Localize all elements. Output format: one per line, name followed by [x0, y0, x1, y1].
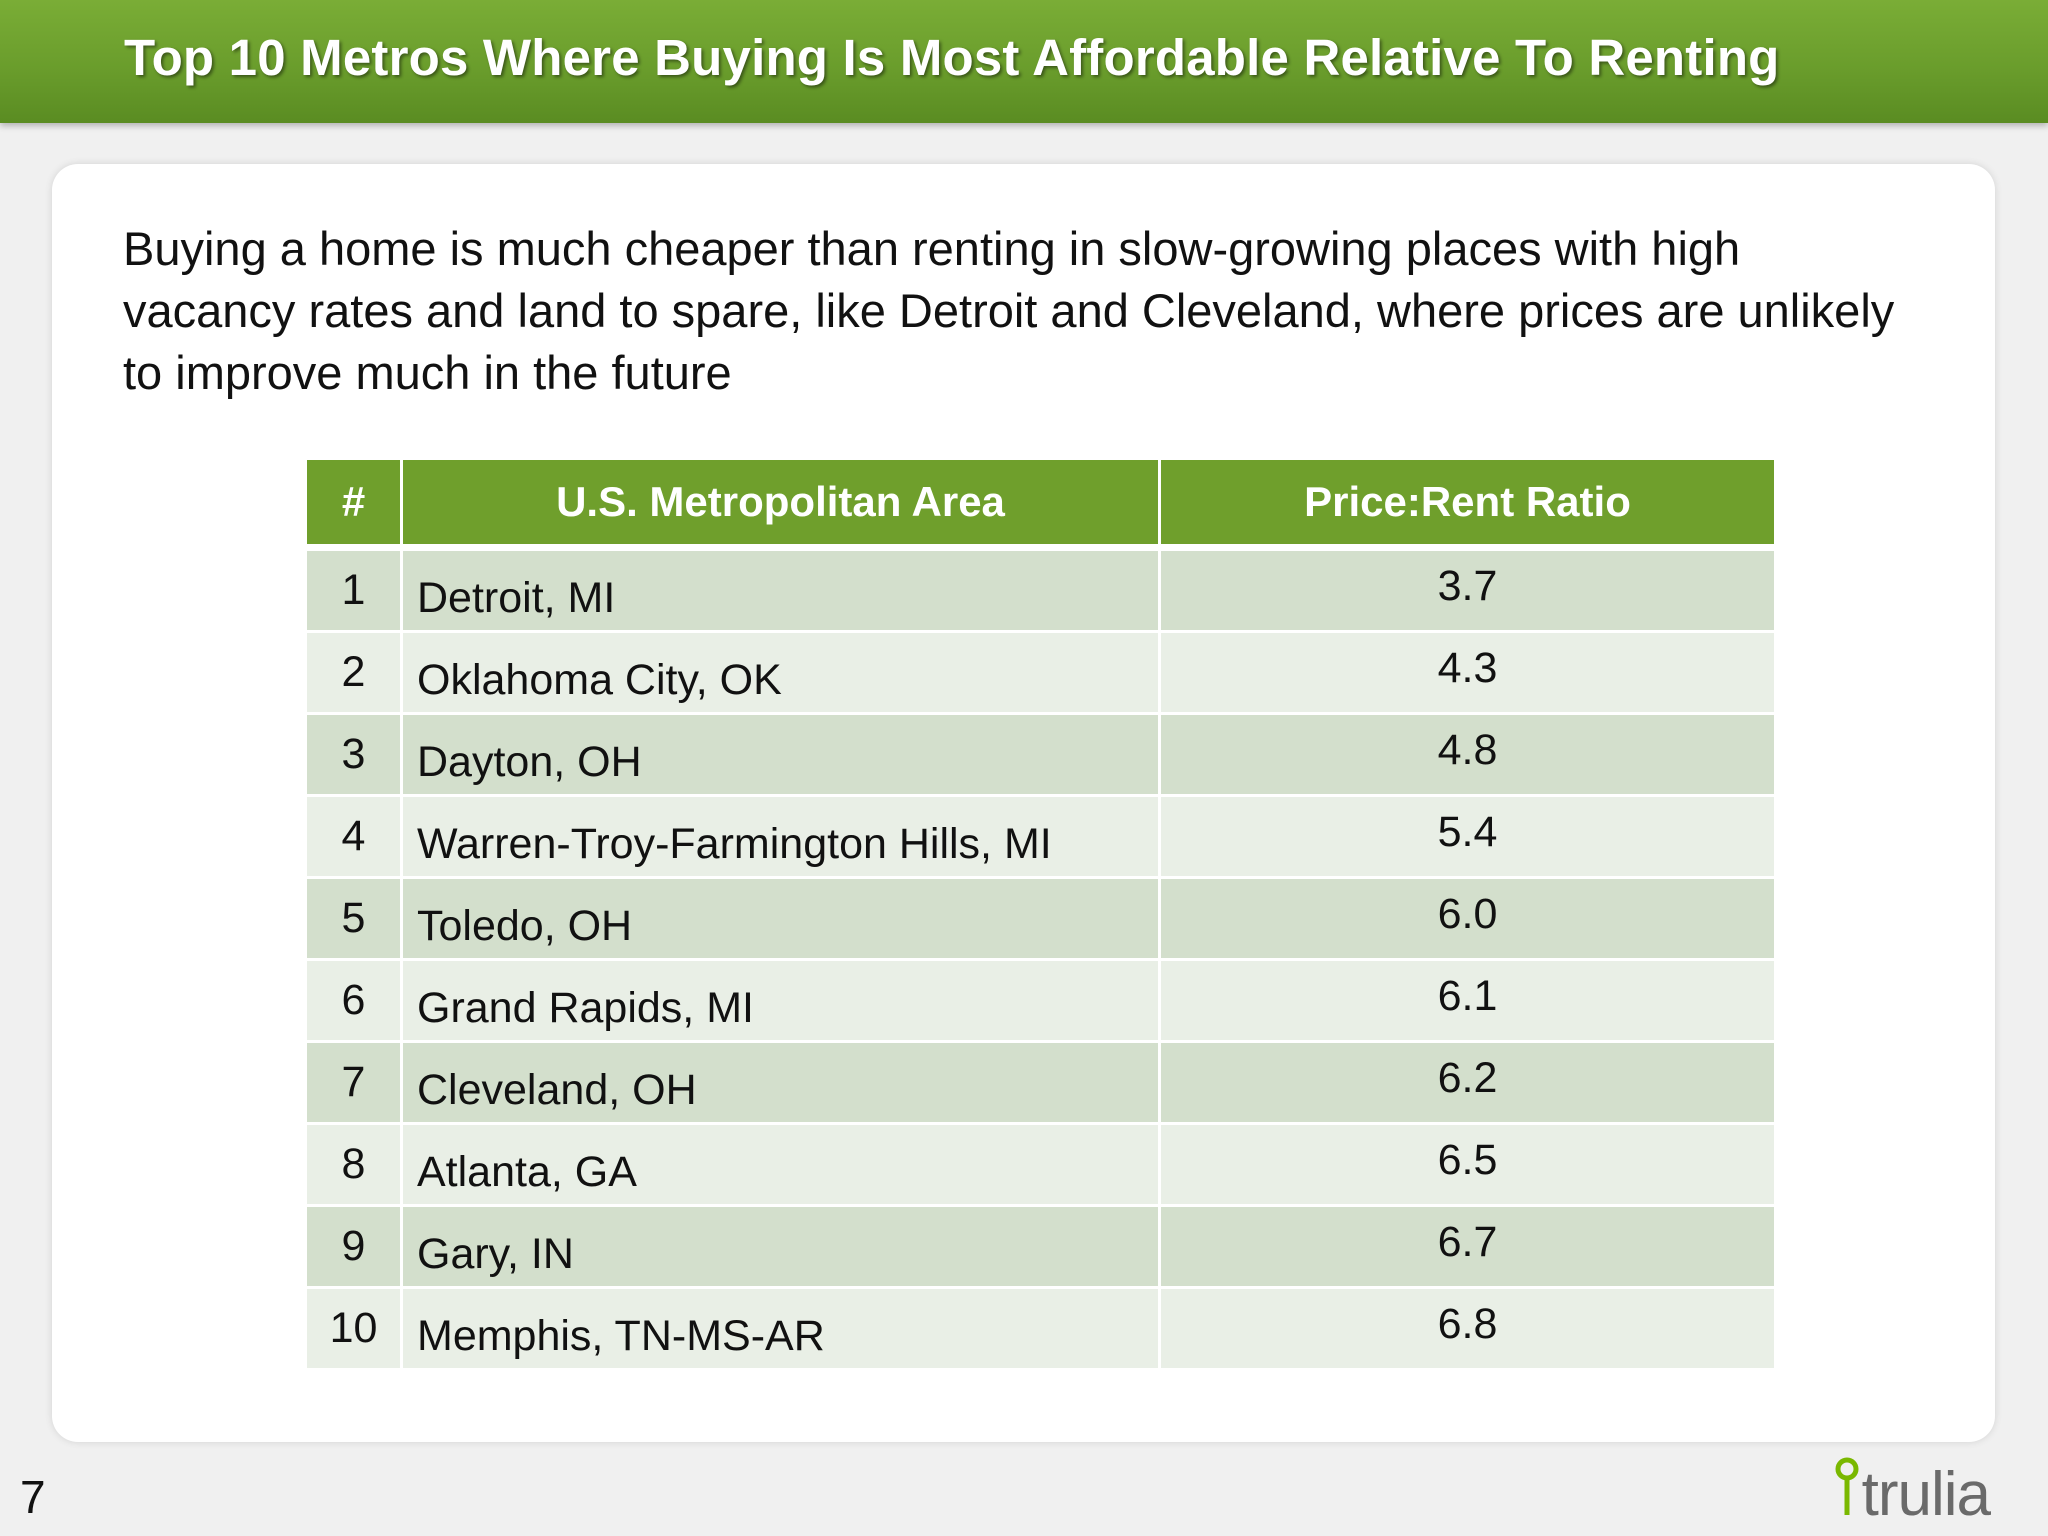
- table-row: 10 Memphis, TN-MS-AR 6.8: [307, 1289, 1774, 1368]
- row-metro: Warren-Troy-Farmington Hills, MI: [403, 797, 1158, 876]
- table-row: 5 Toledo, OH 6.0: [307, 879, 1774, 958]
- row-rank: 3: [307, 715, 400, 794]
- row-metro: Atlanta, GA: [403, 1125, 1158, 1204]
- row-rank: 9: [307, 1207, 400, 1286]
- row-ratio: 6.5: [1161, 1125, 1774, 1204]
- trulia-logo: trulia: [1834, 1456, 1991, 1529]
- row-metro: Oklahoma City, OK: [403, 633, 1158, 712]
- table-row: 2 Oklahoma City, OK 4.3: [307, 633, 1774, 712]
- row-ratio: 4.8: [1161, 715, 1774, 794]
- metros-table: # U.S. Metropolitan Area Price:Rent Rati…: [307, 460, 1774, 1371]
- table-row: 9 Gary, IN 6.7: [307, 1207, 1774, 1286]
- row-rank: 2: [307, 633, 400, 712]
- slide-title: Top 10 Metros Where Buying Is Most Affor…: [124, 29, 1780, 86]
- row-metro: Memphis, TN-MS-AR: [403, 1289, 1158, 1368]
- table-header-row: # U.S. Metropolitan Area Price:Rent Rati…: [307, 460, 1774, 544]
- table-row: 1 Detroit, MI 3.7: [307, 551, 1774, 630]
- logo-text: trulia: [1861, 1460, 1991, 1529]
- row-metro: Detroit, MI: [403, 551, 1158, 630]
- title-bar: Top 10 Metros Where Buying Is Most Affor…: [0, 0, 2048, 123]
- row-rank: 6: [307, 961, 400, 1040]
- location-pin-icon: [1834, 1457, 1860, 1522]
- table-row: 3 Dayton, OH 4.8: [307, 715, 1774, 794]
- header-rank: #: [307, 460, 400, 544]
- header-metro: U.S. Metropolitan Area: [403, 460, 1158, 544]
- row-rank: 10: [307, 1289, 400, 1368]
- row-ratio: 3.7: [1161, 551, 1774, 630]
- row-ratio: 6.1: [1161, 961, 1774, 1040]
- row-rank: 4: [307, 797, 400, 876]
- row-ratio: 6.0: [1161, 879, 1774, 958]
- table-row: 7 Cleveland, OH 6.2: [307, 1043, 1774, 1122]
- row-rank: 8: [307, 1125, 400, 1204]
- row-metro: Gary, IN: [403, 1207, 1158, 1286]
- table-row: 6 Grand Rapids, MI 6.1: [307, 961, 1774, 1040]
- row-metro: Toledo, OH: [403, 879, 1158, 958]
- row-ratio: 6.7: [1161, 1207, 1774, 1286]
- page-number: 7: [20, 1471, 46, 1523]
- intro-text: Buying a home is much cheaper than renti…: [123, 222, 1895, 399]
- table-row: 8 Atlanta, GA 6.5: [307, 1125, 1774, 1204]
- row-metro: Grand Rapids, MI: [403, 961, 1158, 1040]
- row-ratio: 6.2: [1161, 1043, 1774, 1122]
- row-ratio: 4.3: [1161, 633, 1774, 712]
- row-rank: 7: [307, 1043, 400, 1122]
- table-row: 4 Warren-Troy-Farmington Hills, MI 5.4: [307, 797, 1774, 876]
- row-rank: 5: [307, 879, 400, 958]
- row-ratio: 6.8: [1161, 1289, 1774, 1368]
- row-rank: 1: [307, 551, 400, 630]
- row-ratio: 5.4: [1161, 797, 1774, 876]
- header-ratio: Price:Rent Ratio: [1161, 460, 1774, 544]
- row-metro: Cleveland, OH: [403, 1043, 1158, 1122]
- row-metro: Dayton, OH: [403, 715, 1158, 794]
